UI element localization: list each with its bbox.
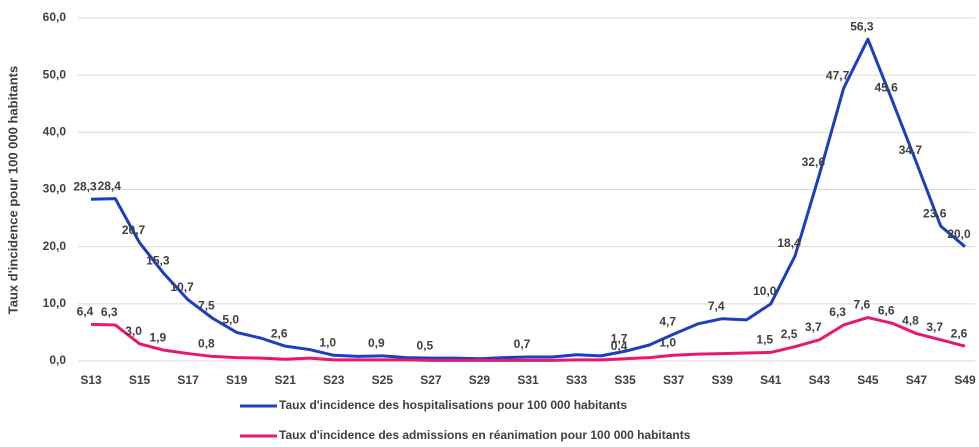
legend-label: Taux d'incidence des hospitalisations po… [279,398,627,412]
data-label: 0,9 [368,336,385,350]
x-tick-label: S21 [275,373,297,387]
data-label: 20,7 [122,223,146,237]
data-label: 6,4 [77,305,94,319]
data-label: 32,6 [802,155,826,169]
x-tick-label: S41 [760,373,782,387]
data-label: 1,0 [319,335,336,349]
x-tick-label: S15 [129,373,151,387]
data-label: 0,5 [417,338,434,352]
data-label: 56,3 [850,19,874,33]
x-tick-label: S19 [226,373,248,387]
x-tick-label: S25 [372,373,394,387]
series-line [90,316,966,362]
x-tick-label: S47 [906,373,928,387]
x-tick-label: S45 [857,373,879,387]
y-tick-label: 0,0 [49,353,66,367]
series-line [90,37,966,361]
data-label: 7,4 [708,299,725,313]
x-tick-label: S39 [712,373,734,387]
data-label: 34,7 [899,143,923,157]
data-label: 3,0 [125,324,142,338]
x-tick-label: S33 [566,373,588,387]
legend-label: Taux d'incidence des admissions en réani… [279,428,691,442]
x-tick-label: S35 [614,373,636,387]
x-tick-label: S23 [323,373,345,387]
data-label: 6,3 [829,305,846,319]
data-label: 28,3 [73,179,97,193]
y-axis-label: Taux d'incidence pour 100 000 habitants [5,66,20,314]
y-tick-label: 40,0 [43,125,67,139]
y-tick-label: 50,0 [43,67,67,81]
x-tick-label: S13 [80,373,102,387]
y-tick-label: 30,0 [43,182,67,196]
data-label: 3,7 [926,320,943,334]
data-label: 1,7 [611,331,628,345]
x-tick-label: S17 [177,373,199,387]
data-label: 4,7 [659,314,676,328]
y-tick-label: 10,0 [43,296,67,310]
data-label: 5,0 [222,313,239,327]
data-label: 0,4 [611,339,628,353]
y-tick-label: 20,0 [43,239,67,253]
data-label: 28,4 [98,179,122,193]
data-label: 6,3 [101,305,118,319]
data-label: 7,5 [198,298,215,312]
data-label: 1,9 [149,330,166,344]
data-label: 0,7 [514,337,531,351]
data-label: 1,5 [756,333,773,347]
y-tick-label: 60,0 [43,10,67,24]
x-tick-label: S31 [517,373,539,387]
data-label: 4,8 [902,314,919,328]
data-label: 0,8 [198,337,215,351]
x-tick-label: S29 [469,373,491,387]
data-label: 47,7 [826,68,850,82]
x-tick-label: S43 [809,373,831,387]
data-label: 7,6 [854,298,871,312]
x-tick-label: S49 [954,373,976,387]
data-label: 2,6 [271,326,288,340]
data-label: 23,6 [923,206,947,220]
data-label: 10,7 [170,280,194,294]
data-label: 1,0 [659,335,676,349]
data-label: 20,0 [947,227,971,241]
data-label: 10,0 [753,284,777,298]
x-tick-label: S27 [420,373,442,387]
data-label: 2,5 [781,327,798,341]
data-label: 2,6 [951,326,968,340]
data-label: 3,7 [805,320,822,334]
data-label: 45,6 [874,80,898,94]
data-label: 18,4 [777,236,801,250]
data-label: 15,3 [146,254,170,268]
data-label: 6,6 [878,303,895,317]
x-tick-label: S37 [663,373,685,387]
